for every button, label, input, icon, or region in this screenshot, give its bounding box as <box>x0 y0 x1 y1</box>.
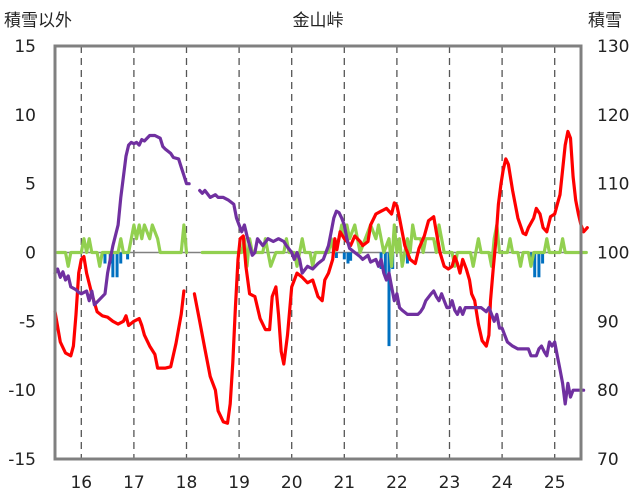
green-series-line <box>200 223 588 268</box>
x-tick-label: 17 <box>123 473 145 493</box>
series-lines <box>53 129 589 425</box>
blue-bar <box>533 252 537 278</box>
x-tick-label: 25 <box>544 473 566 493</box>
purple-series-line <box>198 188 586 406</box>
blue-bar <box>387 252 391 347</box>
right-tick-label: 90 <box>597 312 619 332</box>
blue-bar <box>541 252 545 264</box>
right-tick-label: 80 <box>597 381 619 401</box>
right-tick-label: 110 <box>597 175 629 195</box>
x-tick-label: 20 <box>281 473 303 493</box>
blue-bar <box>111 252 115 278</box>
x-axis-ticks: 16 17 18 19 20 21 22 23 24 25 <box>70 473 565 493</box>
right-axis-title: 積雪 <box>588 11 622 31</box>
blue-bar <box>126 252 130 260</box>
left-tick-label: 15 <box>14 37 36 57</box>
chart-title: 金山峠 <box>293 11 344 31</box>
purple-series-line <box>53 133 191 307</box>
blue-bar <box>537 252 541 278</box>
x-tick-label: 22 <box>386 473 408 493</box>
blue-bar <box>342 252 346 260</box>
blue-bar <box>103 252 107 264</box>
left-axis-title: 積雪以外 <box>4 11 72 31</box>
x-tick-label: 18 <box>176 473 198 493</box>
x-tick-label: 19 <box>228 473 250 493</box>
blue-bar <box>119 252 123 264</box>
left-tick-label: 10 <box>14 106 36 126</box>
blue-bar <box>346 252 350 264</box>
right-tick-label: 130 <box>597 37 629 57</box>
blue-bar <box>349 252 353 261</box>
left-tick-label: -10 <box>8 381 36 401</box>
x-tick-label: 21 <box>333 473 355 493</box>
left-tick-label: -5 <box>19 312 36 332</box>
blue-bar <box>334 252 338 259</box>
plot-frame <box>53 44 583 461</box>
right-tick-label: 100 <box>597 244 629 264</box>
blue-bar <box>405 252 409 264</box>
blue-bar <box>383 252 387 278</box>
blue-bar <box>115 252 119 278</box>
left-axis-ticks: 15 10 5 0 -5 -10 -15 <box>8 37 36 470</box>
green-series-line <box>56 223 189 268</box>
x-tick-label: 24 <box>491 473 513 493</box>
x-tick-label: 16 <box>70 473 92 493</box>
left-tick-label: -15 <box>8 450 36 470</box>
left-tick-label: 0 <box>25 244 36 264</box>
left-tick-label: 5 <box>25 175 36 195</box>
red-series-line <box>192 129 589 425</box>
right-axis-ticks: 130 120 110 100 90 80 70 <box>597 37 629 470</box>
right-tick-label: 70 <box>597 450 619 470</box>
red-series-line <box>53 255 186 370</box>
x-tick-label: 23 <box>439 473 461 493</box>
right-tick-label: 120 <box>597 106 629 126</box>
